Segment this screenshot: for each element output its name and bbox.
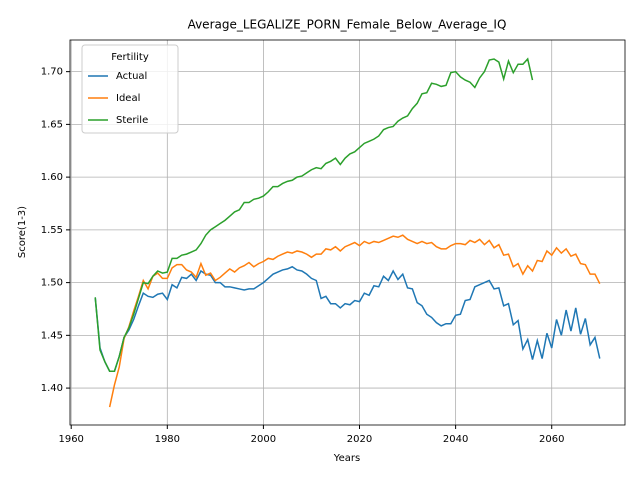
legend-label: Actual [116, 71, 147, 82]
legend-label: Sterile [116, 115, 148, 126]
y-tick-label: 1.50 [41, 278, 63, 289]
x-tick-label: 1960 [58, 434, 83, 445]
x-tick-label: 2040 [443, 434, 468, 445]
y-tick-label: 1.45 [41, 330, 63, 341]
legend-box [81, 44, 179, 134]
y-tick-label: 1.70 [41, 67, 63, 78]
y-tick-label: 1.60 [41, 172, 63, 183]
x-tick-label: 2020 [347, 434, 372, 445]
series-line [94, 57, 534, 372]
series-line [94, 265, 601, 372]
plot-frame [69, 39, 626, 426]
y-tick-label: 1.40 [41, 383, 63, 394]
y-tick-label: 1.65 [41, 119, 63, 130]
series-line [108, 234, 601, 408]
x-axis-label: Years [333, 453, 360, 464]
y-tick-label: 1.55 [41, 225, 63, 236]
legend-label: Ideal [116, 93, 140, 104]
chart-title: Average_LEGALIZE_PORN_Female_Below_Avera… [188, 18, 507, 32]
x-tick-label: 2060 [539, 434, 564, 445]
legend-title: Fertility [111, 52, 149, 63]
x-tick-label: 1980 [155, 434, 180, 445]
y-axis-label: Score(1-3) [17, 206, 28, 258]
x-tick-label: 2000 [251, 434, 276, 445]
